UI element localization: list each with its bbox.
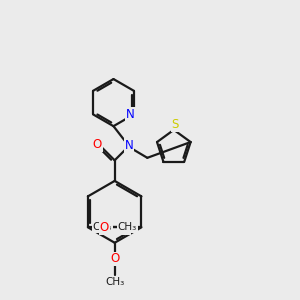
Text: N: N	[125, 139, 134, 152]
Text: O: O	[110, 252, 119, 266]
Text: CH₃: CH₃	[117, 222, 137, 232]
Text: CH₃: CH₃	[93, 222, 112, 232]
Text: N: N	[126, 108, 135, 121]
Text: O: O	[93, 138, 102, 151]
Text: O: O	[121, 221, 130, 234]
Text: S: S	[172, 118, 179, 131]
Text: CH₃: CH₃	[105, 277, 124, 287]
Text: O: O	[100, 221, 109, 234]
